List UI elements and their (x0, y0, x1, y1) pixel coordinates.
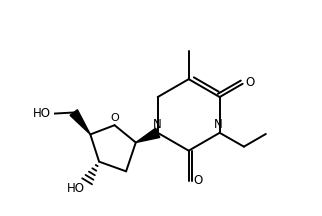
Text: O: O (110, 113, 119, 123)
Text: HO: HO (67, 183, 85, 195)
Polygon shape (70, 110, 90, 134)
Text: O: O (193, 174, 203, 187)
Polygon shape (136, 128, 160, 143)
Text: N: N (214, 118, 223, 131)
Text: HO: HO (33, 107, 51, 120)
Text: N: N (153, 118, 162, 131)
Text: O: O (245, 76, 254, 89)
